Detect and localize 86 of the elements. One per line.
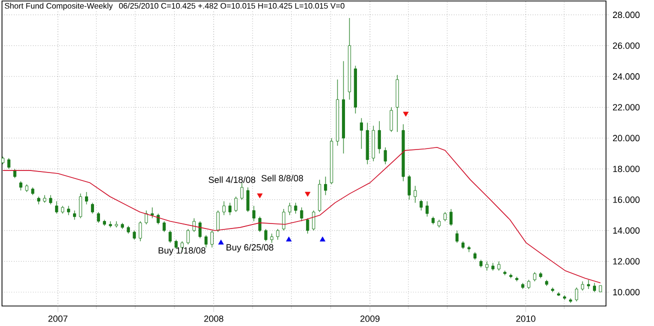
annotation: Sell 4/18/08 [208,176,256,183]
candlestick [276,228,280,240]
y-tick-label: 18.000 [613,166,640,172]
annotation: Buy 6/25/08 [226,244,274,252]
candlestick [246,187,250,212]
candlestick [384,147,387,165]
candlestick [497,261,500,271]
x-tick-label: 2010 [516,316,536,322]
candlestick [228,202,232,216]
x-tick-label: 2008 [204,316,224,322]
y-tick-label: 28.000 [612,12,640,18]
candlestick [168,230,172,244]
candlestick [90,202,94,214]
candlestick [414,186,417,204]
annotation: Sell 8/8/08 [261,174,304,182]
candlestick [420,199,423,211]
candlestick [467,246,471,252]
candlestick [222,200,226,216]
candlestick [390,106,393,132]
candlestick [300,207,304,222]
point [320,236,326,242]
y-tick-label: 14.000 [613,227,640,234]
point [403,112,409,117]
candlestick [204,234,208,248]
candlestick [294,202,298,214]
candlestick [264,228,268,242]
candlestick [132,230,136,240]
candlestick [426,200,429,217]
candlestick [252,206,256,222]
candlestick [258,216,262,232]
candlestick [67,206,70,216]
annotation: Buy 1/18/08 [158,247,206,256]
line-series [2,146,601,284]
candlestick [73,210,76,220]
candlestick [198,220,202,239]
candlestick [7,158,10,170]
candlestick [49,194,52,205]
candlestick [360,118,363,150]
candlestick [586,280,590,290]
y-tick-label: 16.000 [613,196,640,203]
point [218,240,224,245]
candlestick [150,207,154,218]
candlestick [186,228,190,245]
candlestick [306,218,310,234]
candlestick [84,192,88,205]
candlestick [581,281,584,291]
candlestick [324,176,328,196]
y-tick-label: 26.000 [612,42,640,49]
candlestick [592,282,596,292]
x-tick-label: 2007 [48,316,68,322]
candlestick [13,168,16,178]
candlestick [96,212,100,224]
point [257,193,263,198]
y-tick-label: 12.000 [613,258,640,265]
candlestick [444,212,447,222]
candlestick [234,196,238,212]
candlestick [138,220,142,242]
candlestick [575,287,578,302]
candlestick [192,218,196,232]
candlestick [210,230,214,248]
candlestick [378,120,381,154]
candlestick [55,200,58,214]
candlestick [533,272,536,282]
candlestick [288,202,292,216]
candlestick [240,182,244,200]
candlestick [79,193,82,218]
candlestick [456,230,459,244]
candlestick [174,239,178,250]
candlestick [527,280,530,290]
candlestick [282,208,286,231]
candlestick [450,208,453,226]
point [286,236,292,242]
point [304,192,310,197]
y-tick-label: 22.000 [612,104,640,110]
candlestick [485,261,488,271]
candlestick [19,180,22,191]
candlestick [144,210,148,225]
x-tick-label: 2009 [360,316,380,322]
candlestick [216,210,220,232]
candlestick [312,210,316,231]
y-tick-label: 10.000 [613,288,640,296]
candlestick [162,220,166,232]
candlestick [408,174,411,200]
candlestick [270,233,274,244]
y-tick-label: 24.000 [612,73,640,80]
y-tick-label: 20.000 [612,134,640,142]
